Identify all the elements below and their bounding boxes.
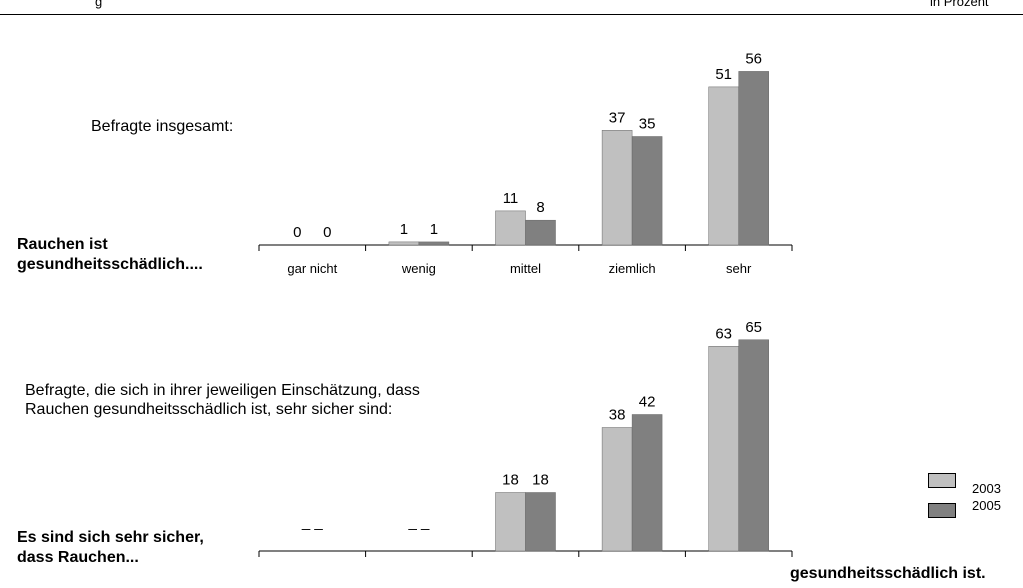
chart2-bar-2005-cat5 [738, 339, 769, 552]
chart1-data-label: 0 [293, 224, 301, 241]
chart1-bar-2003-mittel [495, 210, 526, 246]
legend-label-2003: 2003 [972, 481, 1001, 496]
chart1-bar-2005-sehr [738, 71, 769, 246]
chart1-data-label: 0 [323, 224, 331, 241]
top-rule [0, 14, 1023, 15]
chart1-data-label: 11 [503, 190, 519, 207]
chart2-data-label: 18 [502, 472, 519, 489]
chart2-bar-2003-cat4 [601, 427, 633, 552]
chart1-data-label: 35 [639, 116, 656, 133]
chart2-data-label: 42 [639, 394, 656, 411]
legend-swatch-2003 [928, 473, 956, 488]
chart1-category-label: ziemlich [609, 261, 656, 276]
chart2-side-label-line2: dass Rauchen... [17, 549, 139, 566]
header-fragment-right: in Prozent [930, 0, 989, 9]
chart2-data-label: 65 [745, 319, 762, 336]
chart2-bottom-right-label: gesundheitsschädlich ist. [790, 565, 986, 582]
chart2-side-label-line1: Es sind sich sehr sicher, [17, 529, 204, 546]
legend-label-2005: 2005 [972, 498, 1001, 513]
chart1-bar-2003-ziemlich [601, 130, 633, 246]
chart2-bar-2003-cat3 [495, 492, 526, 552]
chart1-data-label: 1 [400, 221, 408, 238]
chart1-category-label: mittel [510, 261, 541, 276]
chart1-category-label: gar nicht [287, 261, 337, 276]
chart2-missing-marker: _ _ [407, 514, 430, 531]
header-fragment-left: g [95, 0, 103, 9]
chart1-data-label: 8 [536, 199, 544, 216]
chart1-bar-2005-mittel [525, 219, 556, 246]
chart1-category-label: sehr [726, 261, 752, 276]
chart1-bar-2003-wenig [388, 241, 420, 246]
chart2-bar-2005-cat4 [631, 414, 663, 552]
chart2-data-label: 63 [715, 325, 732, 342]
chart1-data-label: 51 [715, 66, 732, 83]
chart2-data-label: 38 [609, 407, 626, 424]
chart1-bar-2005-ziemlich [631, 136, 663, 246]
chart2-missing-marker: _ _ [301, 514, 324, 531]
chart1-side-label-line2: gesundheitsschädlich.... [17, 256, 203, 273]
chart2-bar-2003-cat5 [708, 346, 739, 552]
chart1-bar-2003-sehr [708, 86, 739, 246]
chart1-note: Befragte insgesamt: [91, 118, 234, 135]
chart2-note-line2: Rauchen gesundheitsschädlich ist, sehr s… [25, 401, 393, 418]
legend-swatch-2005 [928, 503, 956, 518]
chart2-note-line1: Befragte, die sich in ihrer jeweiligen E… [25, 382, 420, 399]
chart2-data-label: 18 [532, 472, 549, 489]
chart1-side-label-line1: Rauchen ist [17, 236, 108, 253]
chart2-bar-2005-cat3 [525, 492, 556, 552]
chart1-category-label: wenig [401, 261, 436, 276]
chart1-data-label: 56 [745, 50, 762, 67]
chart1-bar-2005-wenig [418, 241, 450, 246]
chart1-data-label: 1 [430, 221, 438, 238]
chart1-data-label: 37 [609, 109, 626, 126]
